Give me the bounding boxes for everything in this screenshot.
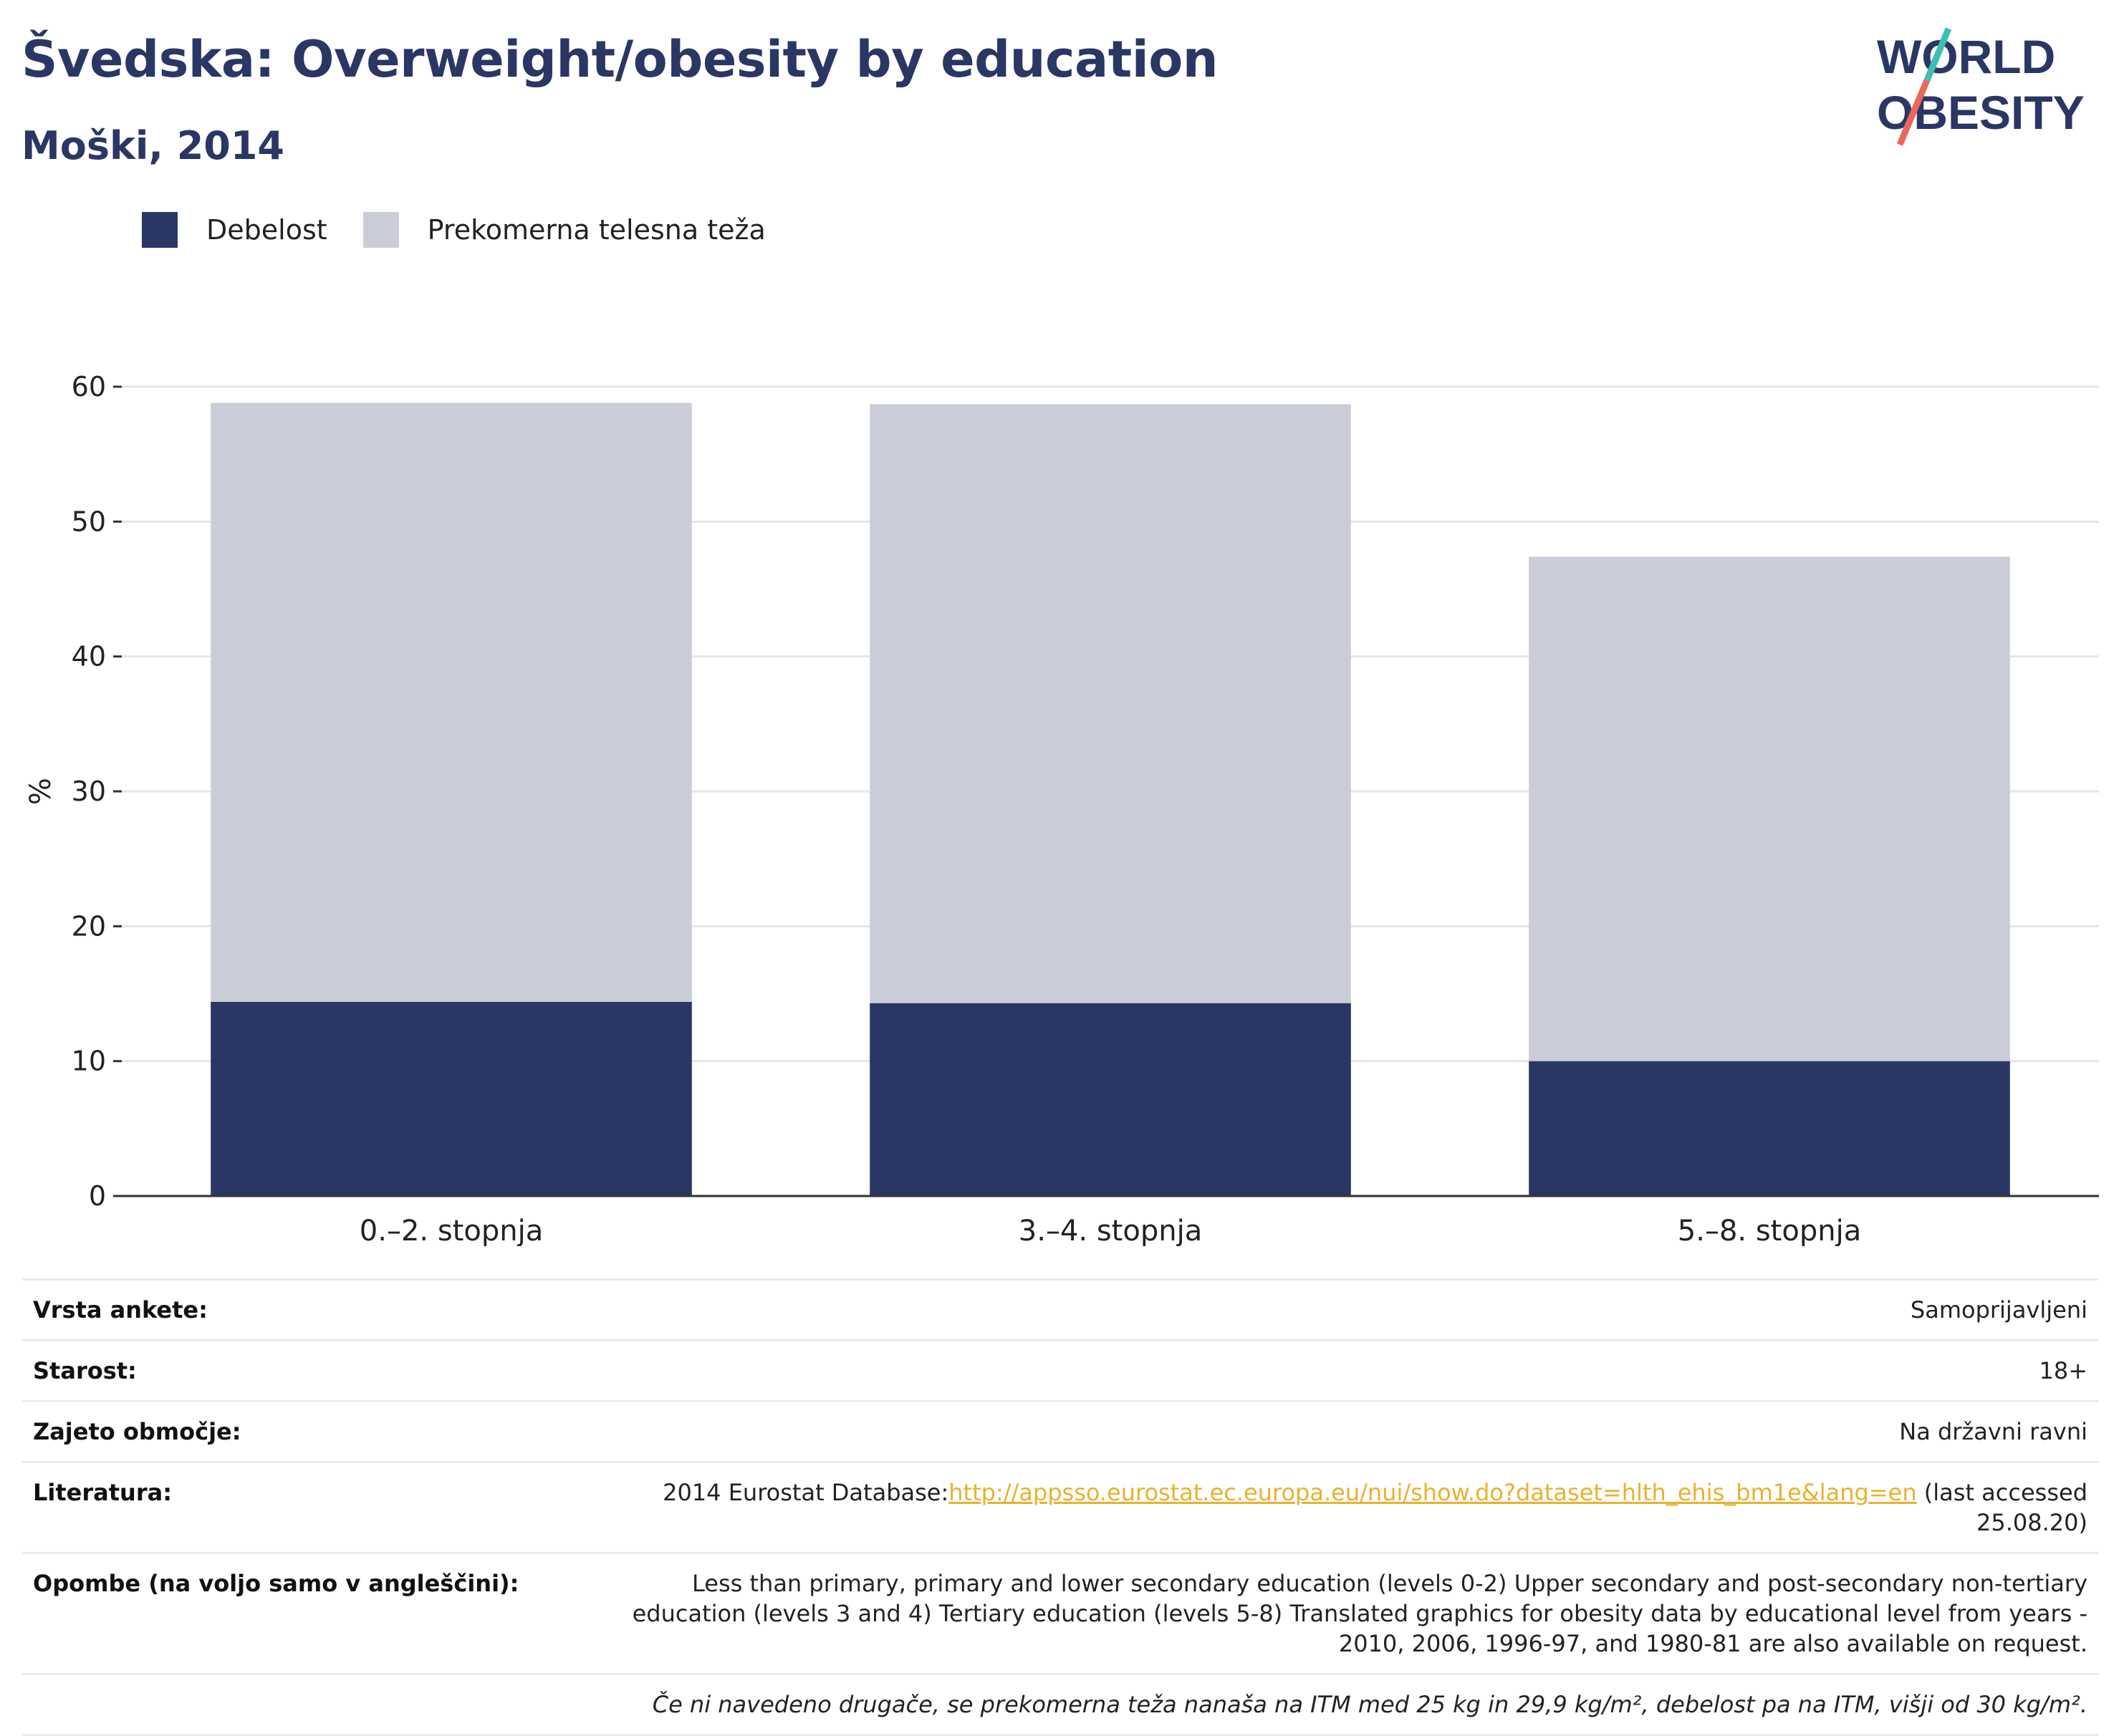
footnote: Če ni navedeno drugače, se prekomerna te… bbox=[21, 1673, 2099, 1736]
x-tick-label: 5.–8. stopnja bbox=[1678, 1215, 1861, 1246]
x-tick-label: 3.–4. stopnja bbox=[1019, 1215, 1202, 1246]
y-tick-label: 50 bbox=[72, 506, 106, 537]
info-row-survey: Vrsta ankete: Samoprijavljeni bbox=[21, 1278, 2099, 1341]
info-row-notes: Opombe (na voljo samo v angleščini): Les… bbox=[21, 1552, 2099, 1674]
bar-segment-overweight bbox=[870, 404, 1351, 1003]
legend-item-overweight[interactable]: Prekomerna telesna teža bbox=[362, 212, 766, 248]
y-tick-label: 20 bbox=[72, 910, 106, 942]
info-row-footnote: Če ni navedeno drugače, se prekomerna te… bbox=[21, 1673, 2099, 1736]
info-key-age: Starost: bbox=[21, 1339, 560, 1402]
bar-segment-overweight bbox=[211, 402, 692, 1002]
info-key-coverage: Zajeto območje: bbox=[21, 1400, 560, 1462]
reference-suffix: (last accessed 25.08.20) bbox=[1916, 1479, 2087, 1536]
legend-swatch-obesity bbox=[142, 212, 178, 248]
info-value-coverage: Na državni ravni bbox=[560, 1400, 2099, 1462]
y-axis-label: % bbox=[24, 778, 57, 805]
reference-link[interactable]: http://appsso.eurostat.ec.europa.eu/nui/… bbox=[948, 1479, 1917, 1506]
y-tick-label: 60 bbox=[72, 371, 106, 402]
y-tick-label: 10 bbox=[72, 1046, 106, 1077]
y-tick-label: 30 bbox=[72, 776, 106, 807]
legend-item-obesity[interactable]: Debelost bbox=[142, 212, 327, 248]
x-tick-label: 0.–2. stopnja bbox=[360, 1215, 543, 1246]
page-title: Švedska: Overweight/obesity by education bbox=[21, 30, 1219, 89]
logo-line1: WORLD bbox=[1877, 30, 2055, 83]
info-value-reference: 2014 Eurostat Database:http://appsso.eur… bbox=[560, 1461, 2099, 1553]
legend-swatch-overweight bbox=[362, 212, 399, 248]
page-subtitle: Moški, 2014 bbox=[21, 123, 285, 168]
logo-teal-slash bbox=[1923, 27, 1952, 82]
bar-segment-obesity bbox=[870, 1003, 1351, 1196]
y-tick-label: 0 bbox=[89, 1180, 106, 1212]
info-key-survey: Vrsta ankete: bbox=[21, 1278, 560, 1341]
logo-coral-slash bbox=[1896, 79, 1931, 146]
info-value-notes: Less than primary, primary and lower sec… bbox=[560, 1552, 2099, 1674]
info-row-age: Starost: 18+ bbox=[21, 1339, 2099, 1402]
legend-label-overweight: Prekomerna telesna teža bbox=[427, 214, 766, 246]
legend-label-obesity: Debelost bbox=[206, 214, 327, 246]
info-row-coverage: Zajeto območje: Na državni ravni bbox=[21, 1400, 2099, 1462]
info-key-notes: Opombe (na voljo samo v angleščini): bbox=[21, 1552, 560, 1674]
chart-legend: Debelost Prekomerna telesna teža bbox=[142, 212, 802, 248]
world-obesity-logo: WORLD OBESITY bbox=[1877, 27, 2085, 146]
info-row-reference: Literatura: 2014 Eurostat Database:http:… bbox=[21, 1461, 2099, 1553]
reference-prefix: 2014 Eurostat Database: bbox=[663, 1479, 949, 1506]
info-table: Vrsta ankete: Samoprijavljeni Starost: 1… bbox=[21, 1278, 2099, 1736]
bar-segment-obesity bbox=[1529, 1061, 2010, 1196]
bar-segment-obesity bbox=[211, 1001, 692, 1196]
info-key-reference: Literatura: bbox=[21, 1461, 560, 1553]
info-value-age: 18+ bbox=[560, 1339, 2099, 1402]
bar-segment-overweight bbox=[1529, 556, 2010, 1061]
info-value-survey: Samoprijavljeni bbox=[560, 1278, 2099, 1341]
stacked-bar-chart: 0 10 20 30 40 50 60% 0.–2. stopnja 3.–4. stopnja… bbox=[24, 371, 2099, 1246]
y-tick-label: 40 bbox=[72, 641, 106, 672]
